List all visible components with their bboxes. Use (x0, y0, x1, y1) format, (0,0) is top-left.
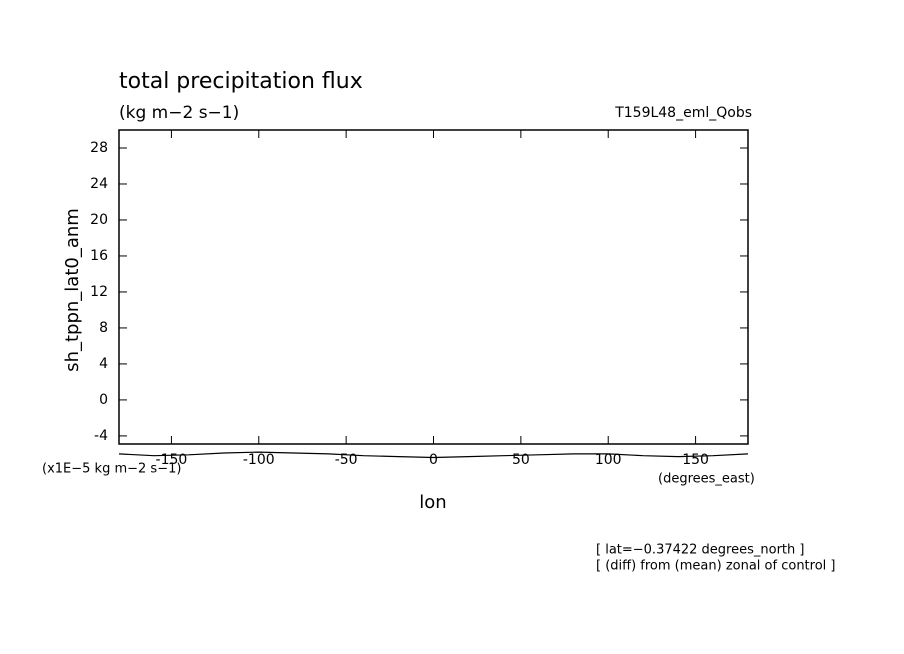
y-tick-label: 20 (90, 212, 108, 228)
y-tick-label: -4 (94, 428, 108, 444)
run-label: T159L48_eml_Qobs (614, 105, 752, 121)
x-tick-label: 100 (595, 452, 622, 468)
x-tick-label: -50 (335, 452, 358, 468)
x-tick-label: 0 (429, 452, 438, 468)
x-tick-label: 50 (512, 452, 530, 468)
x-axis-label: lon (419, 492, 446, 513)
y-tick-label: 16 (90, 248, 108, 264)
y-tick-label: 8 (99, 320, 108, 336)
x-tick-label: 150 (682, 452, 709, 468)
y-units: (x1E−5 kg m−2 s−1) (42, 462, 181, 477)
x-units: (degrees_east) (658, 472, 755, 487)
y-tick-label: 12 (90, 284, 108, 300)
y-axis-label: sh_tppn_lat0_anm (62, 208, 83, 372)
x-tick-label: -100 (243, 452, 275, 468)
y-tick-label: 4 (99, 356, 108, 372)
plot-frame (118, 129, 749, 445)
y-tick-label: 28 (90, 140, 108, 156)
note: [ lat=−0.37422 degrees_north ] (596, 543, 804, 558)
note: [ (diff) from (mean) zonal of control ] (596, 559, 835, 574)
data-line (118, 451, 749, 459)
chart-subtitle: (kg m−2 s−1) (119, 103, 239, 123)
y-tick-label: 24 (90, 176, 108, 192)
chart-title: total precipitation flux (119, 69, 363, 94)
y-tick-label: 0 (99, 392, 108, 408)
